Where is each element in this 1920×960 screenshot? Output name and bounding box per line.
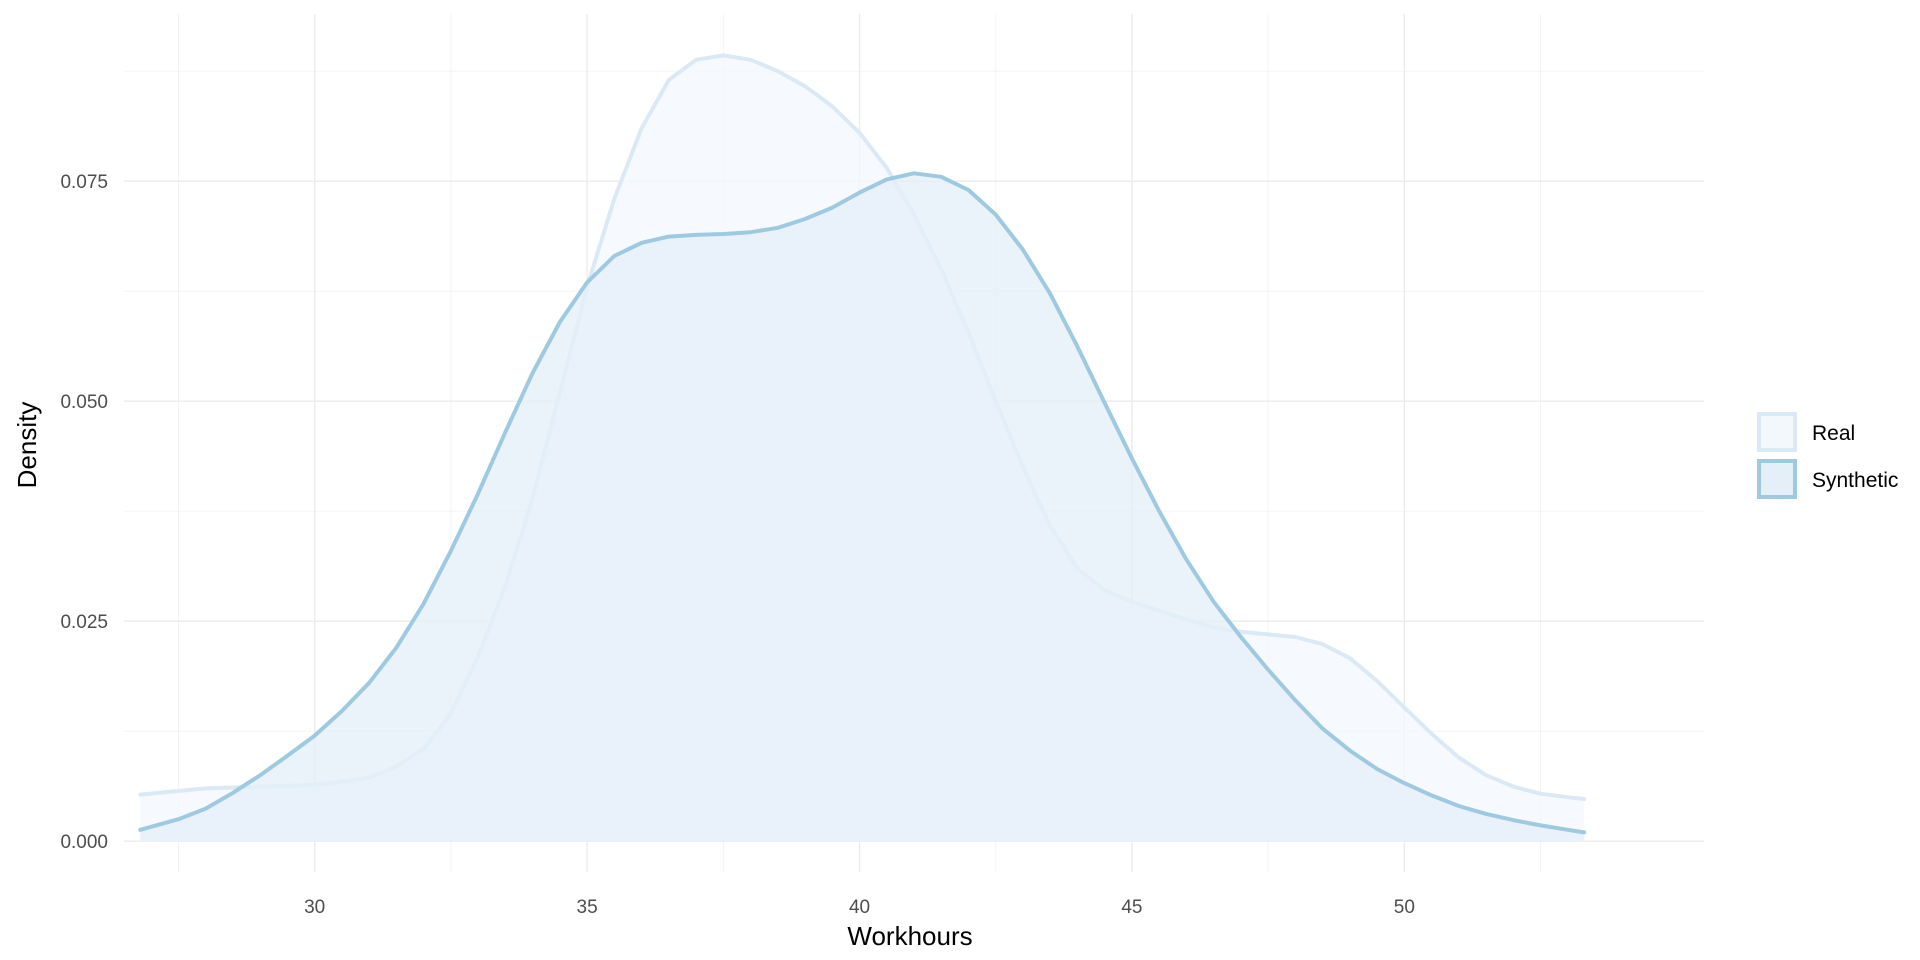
legend-item-real: Real	[1757, 412, 1855, 452]
x-tick-label: 40	[849, 897, 870, 918]
x-tick-label: 45	[1121, 897, 1142, 918]
x-axis-title: Workhours	[847, 921, 972, 951]
legend-label-real: Real	[1812, 422, 1855, 445]
legend: Real Synthetic	[1757, 412, 1898, 499]
density-series	[138, 53, 1587, 842]
y-tick-labels: 0.000 0.025 0.050 0.075	[60, 172, 108, 853]
series-synthetic	[138, 171, 1587, 842]
series-synthetic-line	[138, 171, 1587, 835]
x-tick-label: 50	[1394, 897, 1415, 918]
legend-key-real	[1757, 412, 1797, 452]
legend-label-synthetic: Synthetic	[1812, 469, 1898, 492]
series-synthetic-area	[140, 173, 1585, 842]
y-tick-label: 0.075	[60, 172, 108, 193]
x-tick-labels: 30 35 40 45 50	[304, 897, 1415, 918]
x-tick-label: 35	[577, 897, 598, 918]
y-tick-label: 0.000	[60, 832, 108, 853]
legend-item-synthetic: Synthetic	[1757, 459, 1898, 499]
x-tick-label: 30	[304, 897, 325, 918]
y-axis-title: Density	[12, 402, 42, 489]
legend-key-synthetic	[1757, 459, 1797, 499]
y-tick-label: 0.050	[60, 392, 108, 413]
y-tick-label: 0.025	[60, 612, 108, 633]
